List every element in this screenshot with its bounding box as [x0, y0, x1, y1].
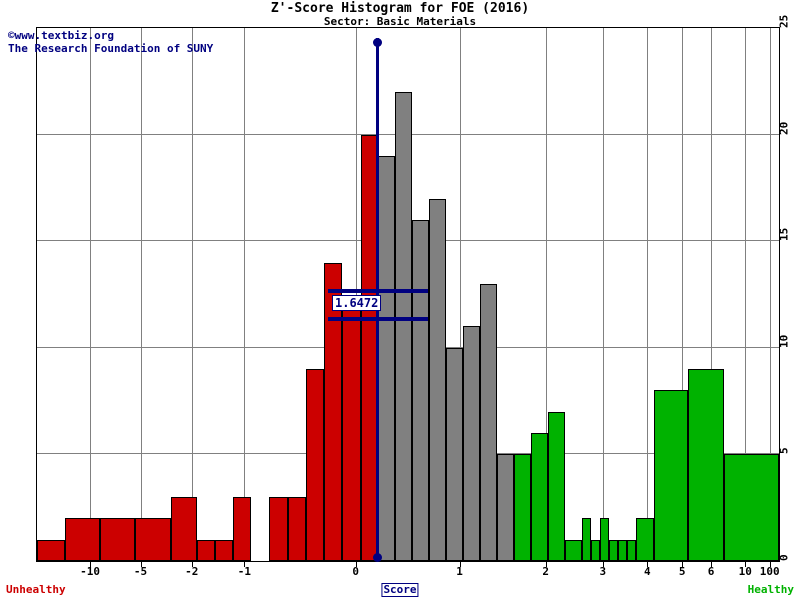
credit-line-1: ©www.textbiz.org: [8, 29, 114, 42]
x-tick-mark: [244, 562, 246, 567]
histogram-bar: [37, 539, 66, 561]
x-tick-label: -2: [185, 565, 199, 578]
x-tick-label: 2: [542, 565, 549, 578]
y-tick-label: 20: [777, 121, 791, 135]
x-axis-label: Score: [381, 583, 419, 597]
gridline-vertical: [460, 28, 461, 561]
x-tick-label: -1: [237, 565, 251, 578]
x-tick-label: 5: [678, 565, 686, 578]
histogram-bar: [196, 539, 216, 561]
x-tick-mark: [545, 562, 547, 567]
chart-subtitle: Sector: Basic Materials: [323, 15, 477, 28]
y-tick-label: 25: [777, 14, 791, 28]
y-tick-label: 0: [777, 554, 791, 561]
histogram-bar: [653, 390, 689, 561]
marker-crossbar: [328, 289, 428, 293]
credit-line-2: The Research Foundation of SUNY: [8, 42, 214, 55]
x-tick-mark: [355, 562, 357, 567]
histogram-bar: [445, 347, 463, 561]
x-tick-mark: [459, 562, 461, 567]
histogram-bar: [626, 539, 636, 561]
histogram-bar: [497, 454, 515, 561]
histogram-bar: [565, 539, 583, 561]
x-tick-mark: [647, 562, 649, 567]
y-tick-label: 5: [777, 447, 791, 455]
gridline-vertical: [192, 28, 193, 561]
x-tick-label: 4: [643, 565, 651, 578]
gridline-vertical: [141, 28, 142, 561]
gridline-vertical: [90, 28, 91, 561]
histogram-bar: [600, 518, 610, 561]
histogram-bar: [232, 497, 252, 561]
histogram-bar: [394, 91, 412, 561]
x-tick-label: 6: [707, 565, 715, 578]
x-tick-mark: [682, 562, 684, 567]
marker-crossbar: [328, 317, 428, 321]
x-tick-mark: [140, 562, 142, 567]
histogram-bar: [688, 369, 725, 561]
x-tick-label: 3: [599, 565, 607, 578]
histogram-bar: [170, 497, 197, 561]
x-tick-mark: [711, 562, 713, 567]
x-tick-label: 1: [456, 565, 463, 578]
histogram-bar: [411, 219, 429, 561]
y-tick-label: 10: [777, 334, 791, 348]
x-tick-label: -5: [133, 565, 148, 578]
histogram-bar: [462, 326, 480, 561]
histogram-bar: [724, 454, 779, 561]
gridline-vertical: [546, 28, 547, 561]
x-tick-label: 0: [352, 565, 359, 578]
histogram-bar: [609, 539, 618, 561]
healthy-tag: Healthy: [747, 583, 794, 596]
histogram-bar: [341, 305, 361, 561]
histogram-bar: [582, 518, 592, 561]
histogram-bar: [428, 198, 446, 561]
gridline-vertical: [745, 28, 746, 561]
x-tick-mark: [602, 562, 604, 567]
histogram-bar: [65, 518, 101, 561]
x-tick-label: 10: [738, 565, 752, 578]
histogram-bar: [324, 262, 342, 561]
gridline-vertical: [244, 28, 245, 561]
marker-value-label: 1.6472: [332, 295, 382, 311]
gridline-vertical: [711, 28, 712, 561]
x-tick-mark: [745, 562, 747, 567]
histogram-bar: [134, 518, 171, 561]
histogram-bar: [617, 539, 627, 561]
x-tick-mark: [191, 562, 193, 567]
histogram-bar: [514, 454, 532, 561]
gridline-vertical: [682, 28, 683, 561]
gridline-vertical: [603, 28, 604, 561]
x-tick-mark: [90, 562, 92, 567]
credit-block: ©www.textbiz.org The Research Foundation…: [8, 29, 213, 55]
x-tick-label: -10: [80, 565, 100, 578]
histogram-bar: [591, 539, 601, 561]
histogram-bar: [635, 518, 654, 561]
histogram-bar: [269, 497, 288, 561]
histogram-bar: [548, 411, 566, 561]
histogram-bar: [305, 369, 325, 561]
y-tick-label: 15: [777, 227, 791, 242]
histogram-bar: [531, 433, 549, 561]
marker-dot-top: [373, 38, 382, 47]
chart-title: Z'-Score Histogram for FOE (2016): [270, 1, 530, 16]
unhealthy-tag: Unhealthy: [6, 583, 66, 596]
gridline-vertical: [647, 28, 648, 561]
plot-area: 1.6472: [36, 27, 780, 562]
histogram-bar: [100, 518, 135, 561]
x-tick-label: 100: [759, 565, 780, 578]
marker-dot-bottom: [373, 553, 382, 562]
histogram-bar: [287, 497, 306, 561]
histogram-bar: [479, 283, 498, 561]
histogram-bar: [215, 539, 233, 561]
histogram-bars: [37, 28, 779, 561]
x-tick-mark: [769, 562, 771, 567]
histogram-bar: [378, 155, 395, 561]
gridline-vertical: [356, 28, 357, 561]
gridline-vertical: [770, 28, 771, 561]
